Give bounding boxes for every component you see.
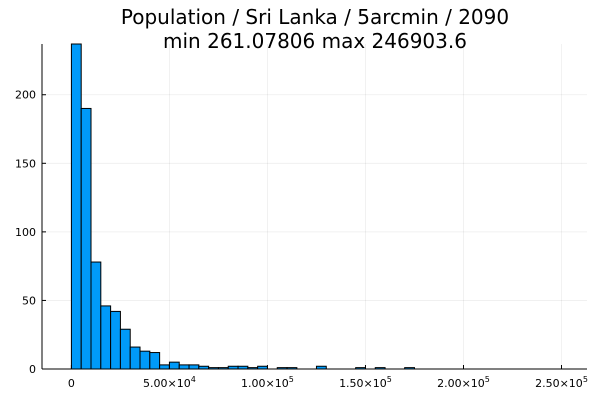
- histogram-bar: [178, 364, 190, 370]
- y-tick-label: 100: [15, 226, 36, 239]
- y-tick-label: 50: [22, 294, 36, 307]
- histogram-bar: [139, 350, 151, 370]
- histogram-bar: [149, 352, 161, 370]
- x-tick-label: 1.50×105: [339, 375, 392, 390]
- axes: [41, 44, 587, 370]
- histogram-bar: [70, 43, 82, 370]
- histogram-bar: [80, 107, 92, 370]
- histogram-bar: [119, 328, 131, 370]
- bars: [70, 43, 415, 370]
- chart-title-line1: Population / Sri Lanka / 5arcmin / 2090: [121, 5, 509, 29]
- x-tick-label: 2.00×105: [437, 375, 490, 390]
- y-tick-label: 200: [15, 89, 36, 102]
- chart-title-line2: min 261.07806 max 246903.6: [163, 29, 467, 53]
- y-tick-label: 150: [15, 157, 36, 170]
- histogram-bar: [168, 361, 180, 370]
- histogram-bar: [90, 261, 102, 370]
- histogram-bar: [188, 364, 200, 370]
- histogram-bar: [129, 346, 141, 370]
- x-tick-label: 0: [68, 377, 75, 390]
- histogram-bar: [159, 364, 170, 370]
- x-tick-label: 2.50×105: [535, 375, 588, 390]
- histogram-bar: [110, 310, 121, 370]
- x-tick-label: 5.00×104: [143, 375, 196, 390]
- grid: [42, 44, 587, 370]
- tick-labels: 0 50 100 150 200 0 5.00×104 1.00×105 1.50×105 2.0…: [15, 89, 588, 390]
- y-tick-label: 0: [29, 363, 36, 376]
- x-tick-label: 1.00×105: [241, 375, 294, 390]
- histogram-bar: [100, 305, 112, 370]
